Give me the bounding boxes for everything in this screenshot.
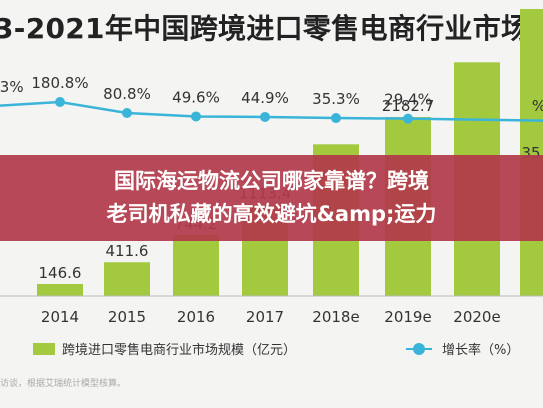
growth-value-label: 49.6% (172, 88, 220, 106)
bar-2014 (37, 283, 83, 296)
x-tick-label: 2019e (384, 308, 431, 326)
growth-rate-point (122, 108, 132, 119)
growth-rate-point (191, 111, 201, 122)
growth-value-label: 44.9% (241, 89, 289, 107)
growth-value-label: 29.4% (384, 91, 432, 109)
bar-value-label: 146.6 (39, 264, 82, 282)
bar-2016 (173, 234, 219, 296)
overlay-line-1: 国际海运物流公司哪家靠谱？跨境 (114, 169, 429, 193)
overlay-banner[interactable]: 国际海运物流公司哪家靠谱？跨境 老司机私藏的高效避坑&amp;运力 (0, 155, 543, 241)
growth-rate-line (0, 100, 543, 122)
x-tick-label: 2015 (108, 308, 146, 326)
legend-bar-label: 跨境进口零售电商行业市场规模（亿元） (62, 343, 297, 358)
growth-value-label: 145.3% (0, 78, 24, 96)
legend-bar-swatch (33, 343, 55, 355)
x-tick-label: 2014 (41, 308, 79, 326)
bar-value-label: 411.6 (106, 242, 149, 260)
growth-rate-point (260, 111, 270, 122)
growth-rate-point (55, 97, 65, 108)
x-tick-label: 2016 (177, 308, 215, 326)
x-tick-label: 2018e (312, 308, 359, 326)
legend-line-label: 增长率（%） (442, 343, 520, 358)
line-layer (0, 97, 543, 124)
legend-dot-icon (413, 343, 425, 355)
x-tick-label: 2020e (453, 308, 500, 326)
growth-value-label: 80.8% (103, 85, 151, 103)
x-axis: 320142015201620172018e2019e2020e (0, 295, 543, 326)
bar-2015 (104, 262, 150, 296)
growth-rate-point (403, 113, 413, 124)
growth-rate-point (331, 113, 341, 124)
source-note: 访谈，根据艾瑞统计模型核算。 (0, 379, 127, 389)
overlay-line-2: 老司机私藏的高效避坑&amp;运力 (106, 202, 437, 226)
growth-value-label: 180.8% (31, 74, 88, 92)
x-tick-label: 2017 (246, 308, 284, 326)
growth-value-label: % (532, 97, 543, 115)
growth-value-label: 35.3% (312, 90, 360, 108)
bar-value-label: 2182.7 (382, 97, 435, 115)
chart-title: 3-2021年中国跨境进口零售电商行业市场 (0, 12, 530, 45)
